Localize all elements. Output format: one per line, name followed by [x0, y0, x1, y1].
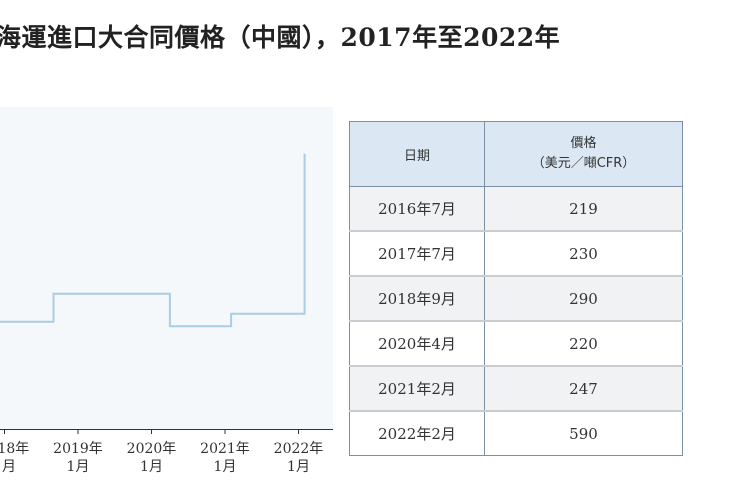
- x-tick-label-year: 2019年: [53, 441, 103, 457]
- x-tick-label-year: 2021年: [200, 441, 250, 457]
- header-price-label: 價格: [570, 136, 597, 151]
- plot-area: [0, 107, 333, 429]
- row-date: 2017年7月: [349, 231, 485, 277]
- table-row: 2016年7月 219: [349, 186, 683, 232]
- x-tick-label: 2020年 1月: [120, 440, 184, 476]
- table-row: 2022年2月 590: [349, 411, 683, 456]
- price-table: 日期 價格 （美元／噸CFR） 2016年7月 219 2017年7月 230 …: [349, 121, 683, 456]
- row-date: 2018年9月: [349, 276, 485, 322]
- header-date: 日期: [349, 121, 485, 187]
- price-series-line: [0, 153, 306, 328]
- row-date: 2022年2月: [349, 411, 485, 456]
- x-tick-label-month: 1月: [213, 459, 237, 475]
- x-tick-label: 2018年 1月: [0, 440, 37, 476]
- header-price: 價格 （美元／噸CFR）: [484, 121, 683, 187]
- x-tick-label-month: 1月: [287, 459, 310, 475]
- row-price: 219: [484, 186, 683, 232]
- table-row: 2021年2月 247: [349, 366, 683, 412]
- row-date: 2020年4月: [349, 321, 485, 367]
- row-price: 230: [484, 231, 683, 277]
- header-price-unit: （美元／噸CFR）: [531, 156, 636, 171]
- x-tick-label: 2022年 1月: [267, 440, 331, 476]
- row-date: 2016年7月: [349, 186, 485, 232]
- chart-title: 海運進口大合同價格（中國），2017年至2022年: [0, 23, 561, 52]
- row-price: 220: [484, 321, 683, 367]
- x-tick-label-month: 1月: [140, 459, 163, 475]
- row-price: 247: [484, 366, 683, 412]
- table-row: 2018年9月 290: [349, 276, 683, 322]
- table-header-row: 日期 價格 （美元／噸CFR）: [349, 121, 683, 187]
- x-tick-label: 2019年 1月: [46, 440, 110, 476]
- row-price: 590: [484, 411, 683, 456]
- table-row: 2020年4月 220: [349, 321, 683, 367]
- row-price: 290: [484, 276, 683, 322]
- row-date: 2021年2月: [349, 366, 485, 412]
- x-tick-label: 2021年 1月: [193, 440, 257, 476]
- x-tick-label-year: 2020年: [126, 441, 177, 457]
- x-tick-label-year: 2018年: [0, 441, 30, 457]
- x-tick-label-month: 1月: [66, 459, 90, 475]
- x-tick-label-year: 2022年: [273, 441, 324, 457]
- x-tick-label-month: 1月: [0, 459, 16, 475]
- table-row: 2017年7月 230: [349, 231, 683, 277]
